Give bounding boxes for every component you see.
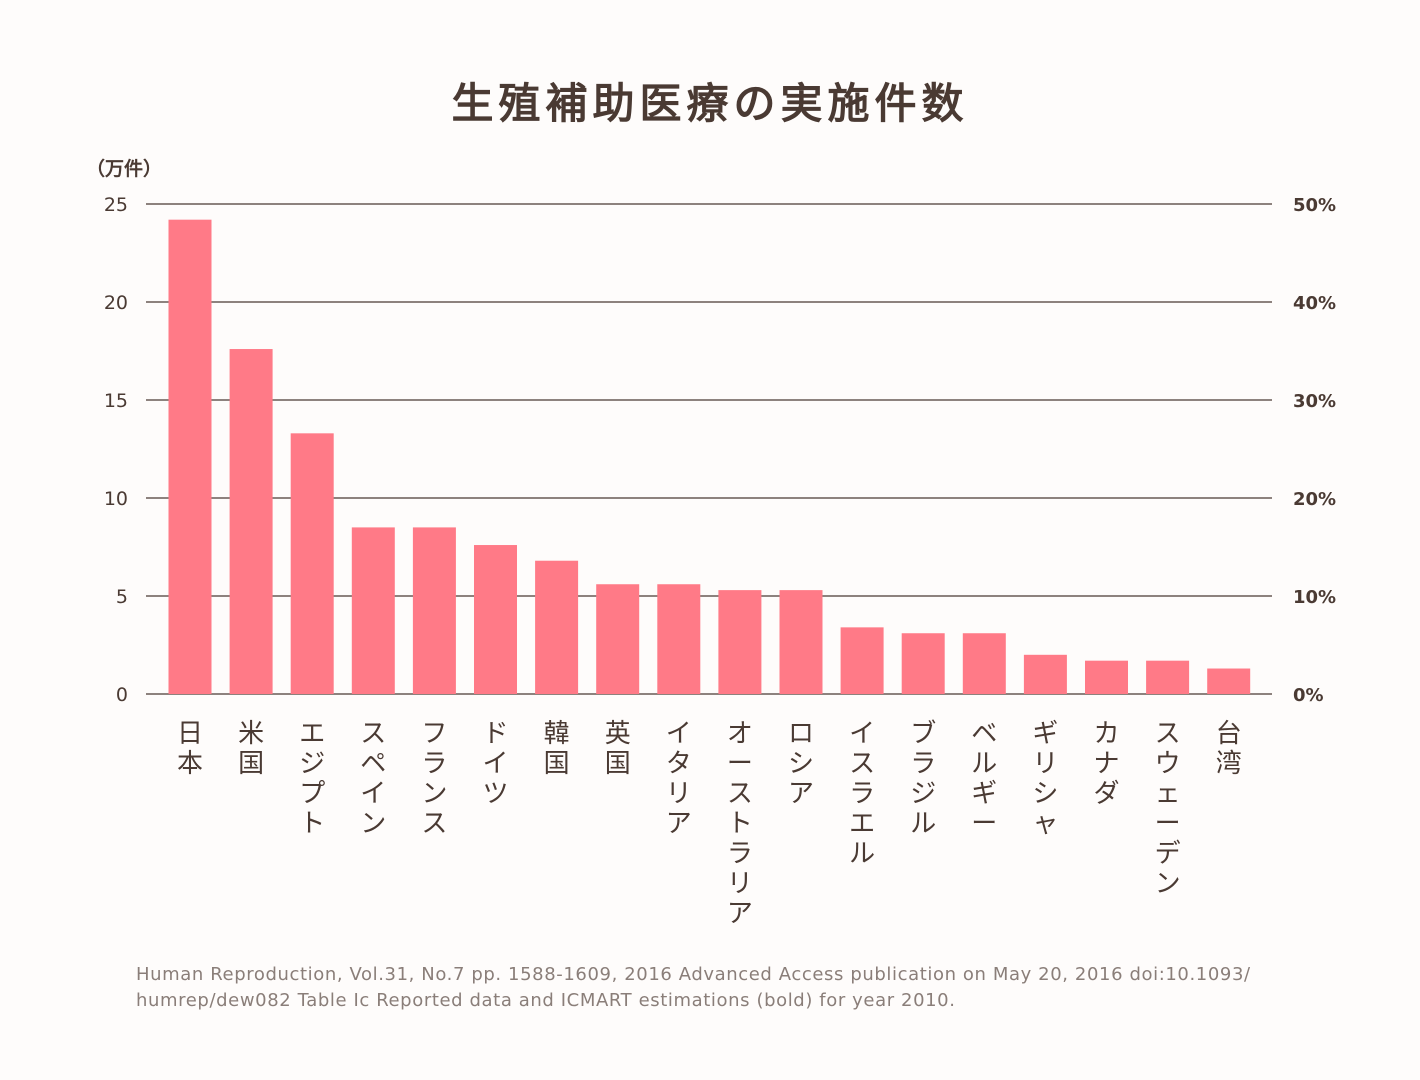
x-tick-label: 日本 (177, 719, 203, 779)
bar (840, 627, 884, 694)
bar (657, 584, 701, 694)
x-tick-label: 英国 (605, 719, 631, 779)
x-tick-label: ギリシャ (1032, 719, 1058, 839)
x-tick-label: スペイン (360, 719, 386, 839)
x-tick-label: 台湾 (1216, 719, 1242, 779)
y-tick-label: 15 (104, 390, 128, 412)
x-tick-label: 米国 (238, 719, 264, 779)
bar (351, 527, 395, 694)
bar (1207, 668, 1251, 694)
x-tick-label: イタリア (666, 719, 692, 839)
bar (1085, 660, 1128, 694)
x-tick-label: フランス (421, 719, 447, 839)
y-axis-unit-label: （万件） (86, 158, 163, 180)
y-tick-label: 25 (104, 194, 128, 216)
x-tick-label: エジプト (299, 719, 325, 839)
x-tick-label: カナダ (1093, 719, 1119, 809)
x-tick-label: 韓国 (544, 719, 570, 779)
y2-tick-label: 0% (1293, 685, 1324, 706)
source-note: Human Reproduction, Vol.31, No.7 pp. 158… (136, 964, 1251, 1011)
bar (229, 349, 273, 694)
bar (474, 545, 517, 694)
x-tick-label: オーストラリア (727, 719, 753, 929)
x-tick-label: スウェーデン (1155, 719, 1181, 899)
y2-tick-label: 50% (1293, 195, 1336, 216)
chart-title: 生殖補助医療の実施件数 (451, 79, 969, 128)
y-tick-label: 5 (116, 586, 128, 608)
y2-tick-label: 30% (1293, 391, 1336, 412)
bar (535, 560, 579, 694)
y-tick-label: 20 (104, 292, 128, 314)
x-tick-label: ドイツ (482, 719, 508, 809)
bar (1146, 660, 1190, 694)
bar (901, 633, 945, 694)
bar (596, 584, 640, 694)
bar (718, 590, 762, 694)
bar (962, 633, 1006, 694)
x-tick-label: ロシア (788, 719, 814, 809)
x-tick-label: ブラジル (910, 719, 936, 839)
x-tick-label: イスラエル (849, 719, 875, 869)
x-tick-label: ベルギー (971, 719, 997, 839)
bar (1023, 654, 1067, 694)
bar (290, 433, 334, 694)
bar (168, 219, 212, 694)
bar (412, 527, 456, 694)
y2-tick-label: 20% (1293, 489, 1336, 510)
y2-tick-label: 10% (1293, 587, 1336, 608)
y-tick-label: 0 (116, 684, 128, 706)
bar (779, 590, 823, 694)
y-tick-label: 10 (104, 488, 128, 510)
y2-tick-label: 40% (1293, 293, 1336, 314)
